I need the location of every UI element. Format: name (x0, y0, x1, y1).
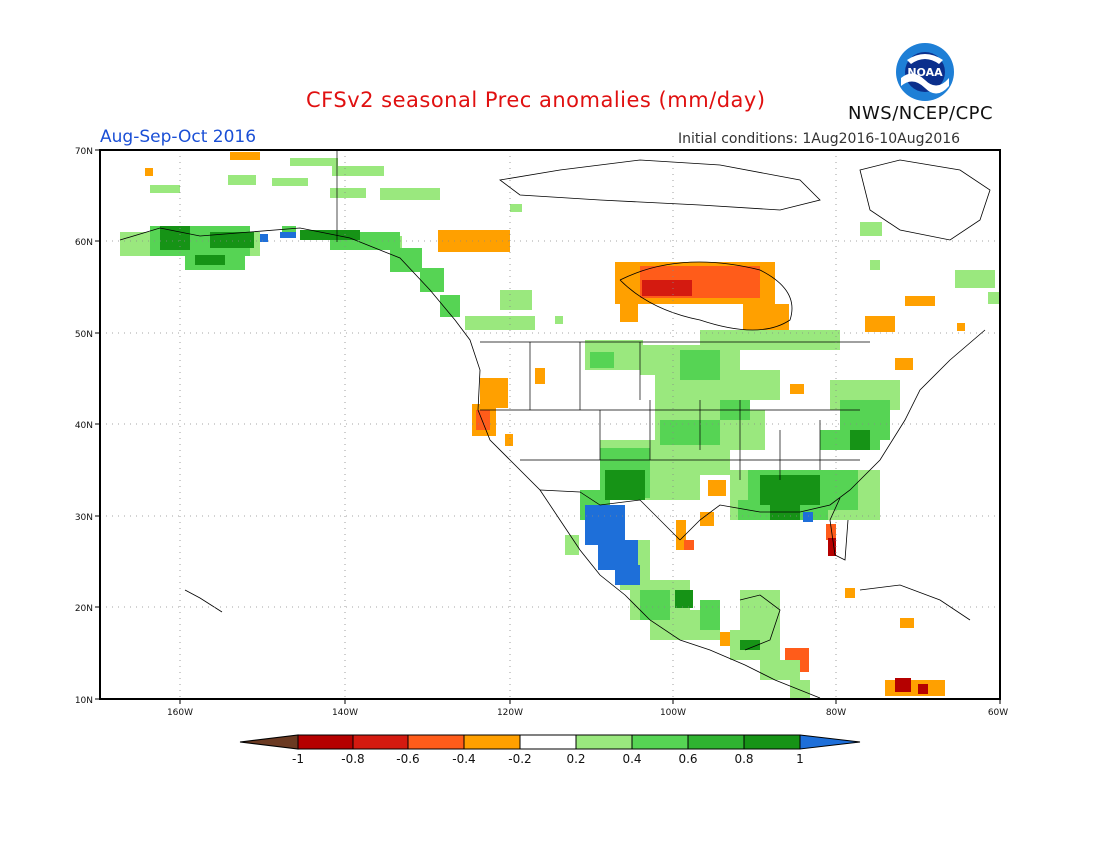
colorbar-segment (407, 734, 465, 750)
colorbar-segment (743, 734, 801, 750)
colorbar-segment (575, 734, 633, 750)
lon-labels: 160W 140W 120W 100W 80W 60W (167, 708, 1008, 718)
colorbar-segment (687, 734, 745, 750)
colorbar-label: -1 (292, 752, 304, 766)
lon-label: 60W (988, 708, 1008, 718)
lat-label: 30N (75, 513, 93, 523)
colorbar-label: 0.8 (734, 752, 753, 766)
lon-label: 120W (497, 708, 523, 718)
lon-label: 100W (660, 708, 686, 718)
lon-label: 160W (167, 708, 193, 718)
svg-text:NOAA: NOAA (907, 66, 943, 79)
borders (336, 150, 870, 541)
colorbar-label: -0.6 (396, 752, 419, 766)
colorbar-segment (352, 734, 409, 750)
forecast-period: Aug-Sep-Oct 2016 (100, 127, 257, 147)
lat-label: 50N (75, 330, 93, 340)
colorbar-segment (631, 734, 689, 750)
colorbar-segment (519, 734, 577, 750)
colorbar-label: -0.4 (452, 752, 475, 766)
lat-label: 10N (75, 696, 93, 706)
lon-label: 140W (332, 708, 358, 718)
colorbar-high-arrow (799, 734, 861, 750)
lat-label: 70N (75, 147, 93, 157)
colorbar-labels: -1 -0.8 -0.6 -0.4 -0.2 0.2 0.4 0.6 0.8 1 (292, 752, 804, 766)
colorbar-low-arrow (239, 734, 299, 750)
lat-labels: 70N 60N 50N 40N 30N 20N 10N (75, 147, 93, 706)
map-title: CFSv2 seasonal Prec anomalies (mm/day) (306, 88, 766, 112)
agency-label: NWS/NCEP/CPC (848, 103, 994, 124)
colorbar-label: 1 (796, 752, 804, 766)
coastlines (119, 159, 991, 699)
colorbar-label: 0.2 (566, 752, 585, 766)
colorbar-label: -0.8 (341, 752, 364, 766)
color-bar (239, 734, 861, 750)
colorbar-segment (463, 734, 521, 750)
lat-label: 60N (75, 238, 93, 248)
lat-label: 20N (75, 604, 93, 614)
colorbar-label: 0.4 (622, 752, 641, 766)
colorbar-label: 0.6 (678, 752, 697, 766)
lat-label: 40N (75, 421, 93, 431)
colorbar-label: -0.2 (508, 752, 531, 766)
colorbar-segment (297, 734, 354, 750)
graticule (100, 150, 1000, 699)
initial-conditions: Initial conditions: 1Aug2016-10Aug2016 (678, 131, 961, 147)
noaa-logo: NOAA (896, 43, 954, 101)
lon-label: 80W (826, 708, 846, 718)
